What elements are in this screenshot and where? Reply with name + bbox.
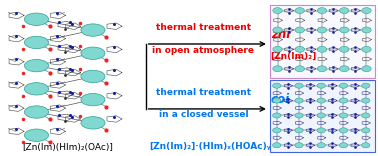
Text: zni: zni <box>271 28 290 41</box>
Ellipse shape <box>295 8 304 14</box>
Text: in open atmosphere: in open atmosphere <box>152 46 254 55</box>
Text: coi: coi <box>271 93 290 106</box>
Text: thermal treatment: thermal treatment <box>156 88 251 97</box>
Ellipse shape <box>339 98 348 103</box>
FancyBboxPatch shape <box>270 80 375 152</box>
Ellipse shape <box>362 66 371 72</box>
Ellipse shape <box>339 128 348 133</box>
Ellipse shape <box>295 27 304 33</box>
Ellipse shape <box>339 46 349 52</box>
Ellipse shape <box>25 59 48 72</box>
Text: [Zn(Im)(HIm)₂(OAc)]: [Zn(Im)(HIm)₂(OAc)] <box>22 143 113 152</box>
Ellipse shape <box>317 46 327 52</box>
FancyBboxPatch shape <box>3 7 133 140</box>
Text: in a closed vessel: in a closed vessel <box>159 110 248 119</box>
Ellipse shape <box>317 143 325 148</box>
Ellipse shape <box>295 143 303 148</box>
Ellipse shape <box>362 83 370 88</box>
Ellipse shape <box>362 46 371 52</box>
Ellipse shape <box>339 143 348 148</box>
Ellipse shape <box>339 83 348 88</box>
Ellipse shape <box>25 83 48 95</box>
Ellipse shape <box>317 83 325 88</box>
Ellipse shape <box>362 143 370 148</box>
Ellipse shape <box>295 46 304 52</box>
Ellipse shape <box>273 128 281 133</box>
Ellipse shape <box>317 66 327 72</box>
Ellipse shape <box>362 98 370 103</box>
Ellipse shape <box>273 83 281 88</box>
Ellipse shape <box>339 27 349 33</box>
Ellipse shape <box>81 47 105 59</box>
Ellipse shape <box>339 113 348 118</box>
Ellipse shape <box>273 46 282 52</box>
Text: [Zn(Im)₂]: [Zn(Im)₂] <box>271 52 317 61</box>
Ellipse shape <box>25 13 48 25</box>
Ellipse shape <box>339 8 349 14</box>
Ellipse shape <box>362 27 371 33</box>
Ellipse shape <box>295 128 303 133</box>
Ellipse shape <box>295 113 303 118</box>
Ellipse shape <box>295 98 303 103</box>
Ellipse shape <box>273 113 281 118</box>
Ellipse shape <box>273 66 282 72</box>
Ellipse shape <box>339 66 349 72</box>
Ellipse shape <box>81 24 105 36</box>
Ellipse shape <box>273 8 282 14</box>
Ellipse shape <box>295 83 303 88</box>
Ellipse shape <box>362 113 370 118</box>
Ellipse shape <box>273 27 282 33</box>
Ellipse shape <box>273 143 281 148</box>
Ellipse shape <box>81 93 105 106</box>
Ellipse shape <box>317 128 325 133</box>
Ellipse shape <box>317 113 325 118</box>
Ellipse shape <box>362 8 371 14</box>
Text: thermal treatment: thermal treatment <box>156 23 251 32</box>
Ellipse shape <box>81 117 105 129</box>
Ellipse shape <box>317 8 327 14</box>
Ellipse shape <box>81 70 105 83</box>
Ellipse shape <box>25 129 48 141</box>
Ellipse shape <box>25 36 48 49</box>
FancyBboxPatch shape <box>270 5 375 78</box>
Text: [Zn(Im)₂]·(HIm)ₓ(HOAc)ᵧ: [Zn(Im)₂]·(HIm)ₓ(HOAc)ᵧ <box>149 142 271 151</box>
Ellipse shape <box>273 98 281 103</box>
Ellipse shape <box>317 27 327 33</box>
Ellipse shape <box>25 106 48 118</box>
Ellipse shape <box>362 128 370 133</box>
Ellipse shape <box>295 66 304 72</box>
Ellipse shape <box>317 98 325 103</box>
